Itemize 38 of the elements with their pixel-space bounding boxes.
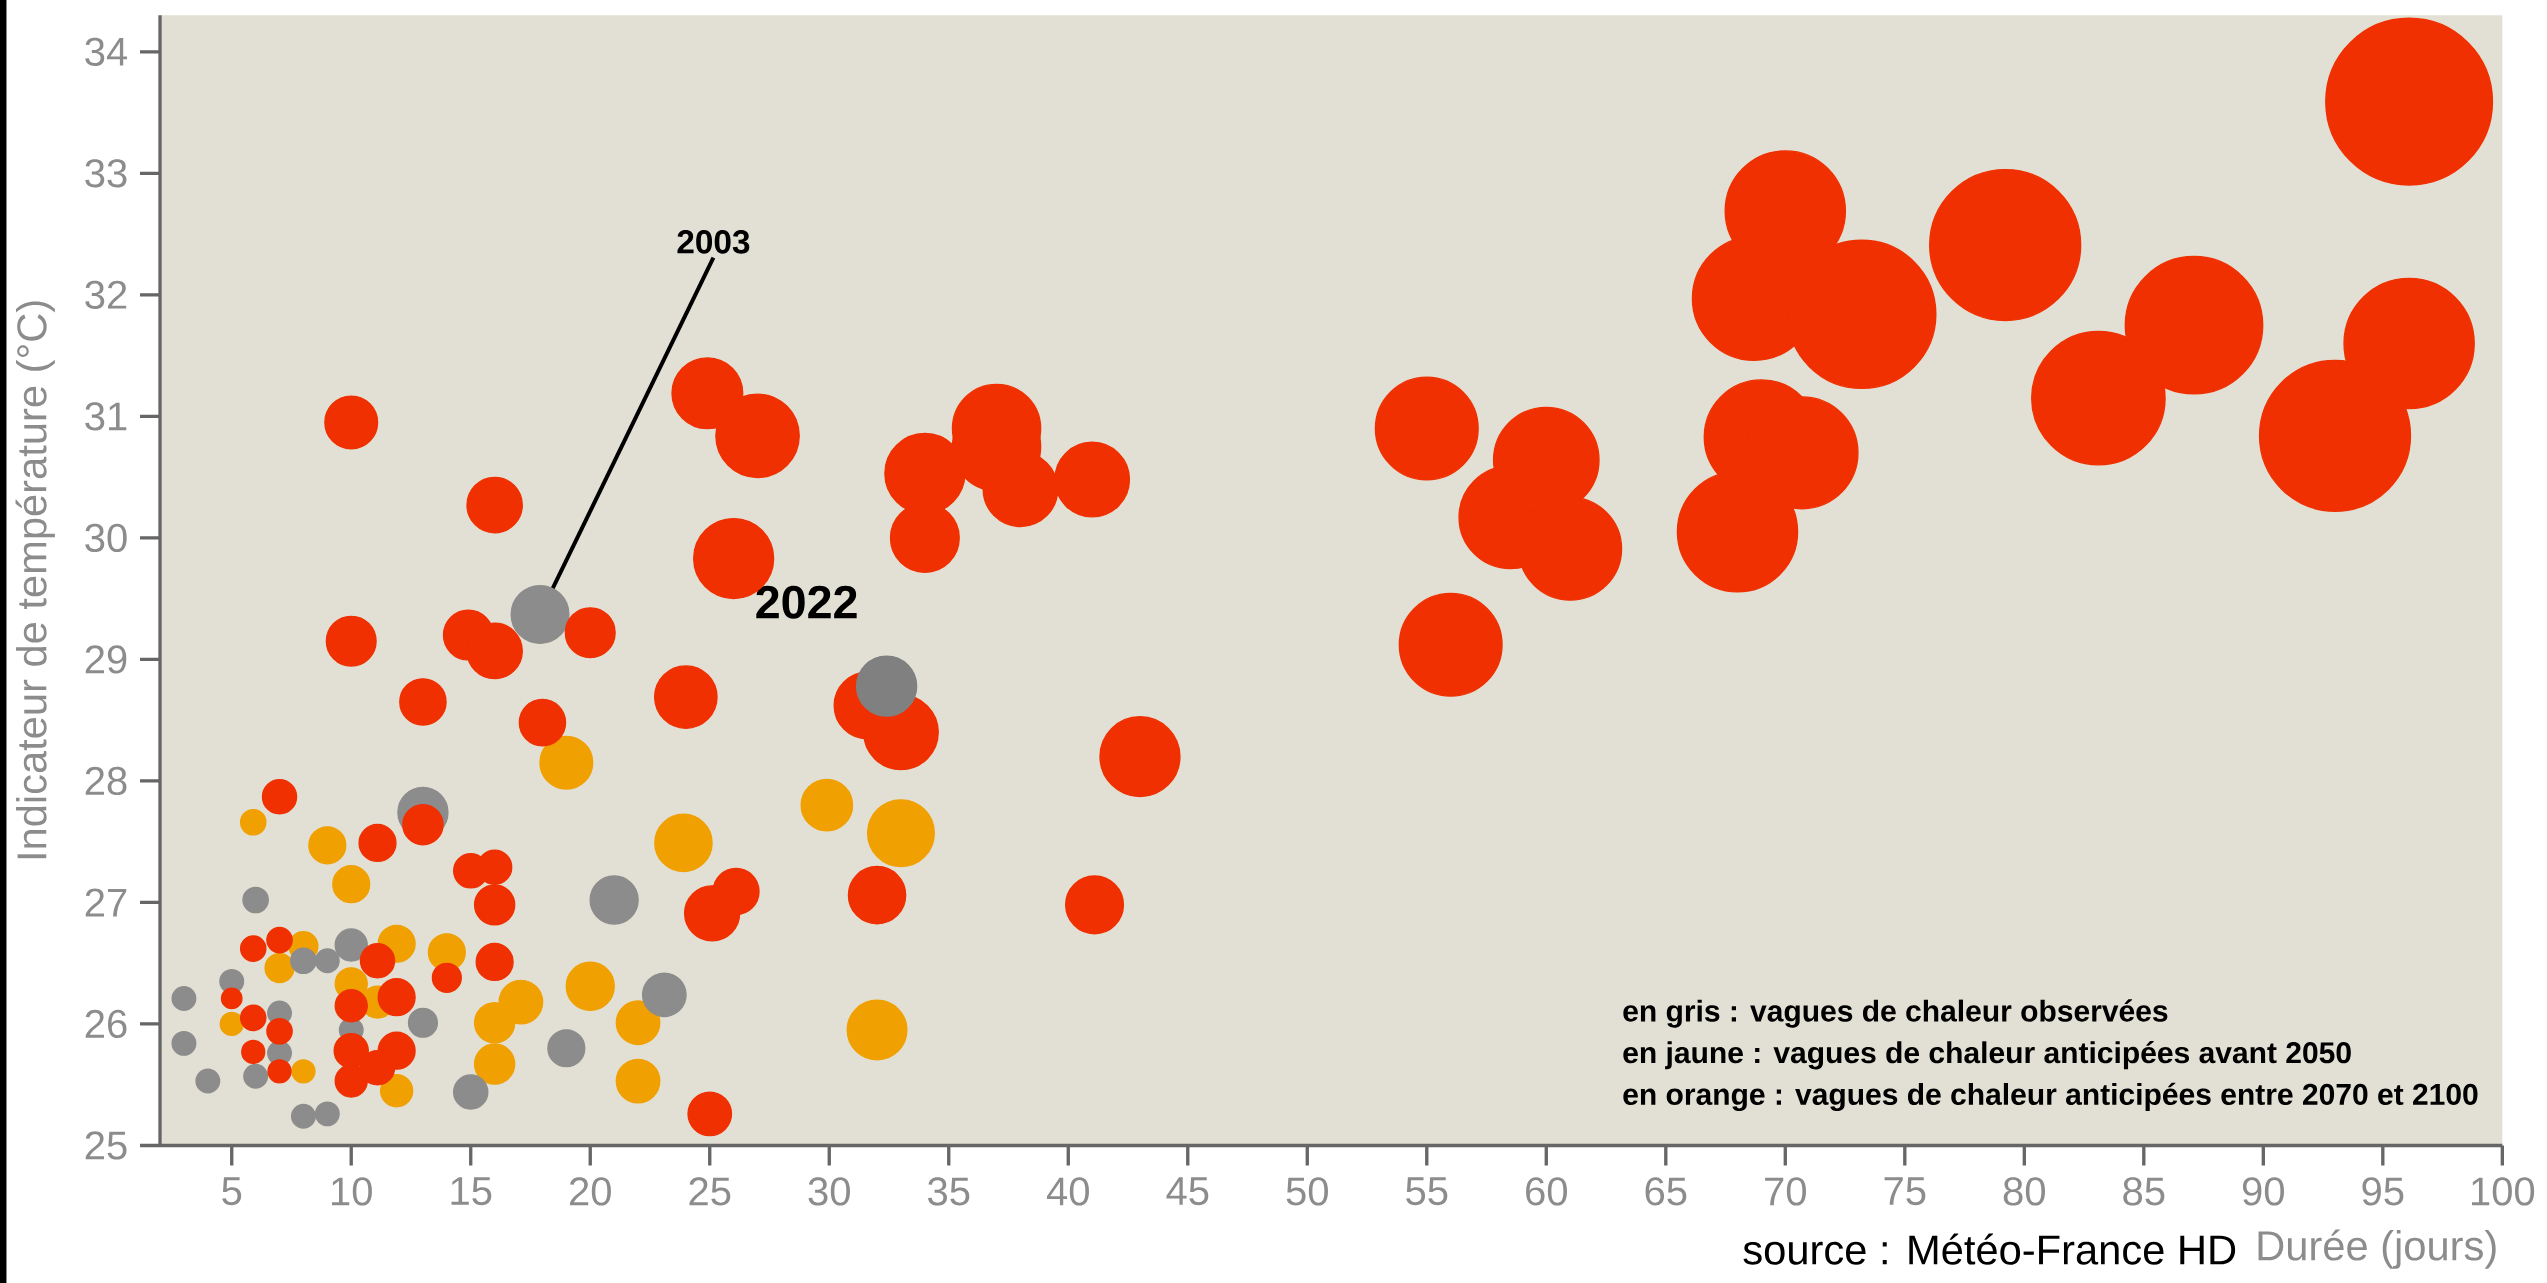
y-axis-title: Indicateur de température (°C) [15, 301, 55, 858]
y-tick-label: 34 [85, 37, 128, 66]
y-tick-label: 28 [85, 766, 127, 795]
x-tick-label: 50 [1286, 1177, 1328, 1206]
x-tick-label: 25 [689, 1177, 731, 1206]
x-tick-label: 95 [2362, 1177, 2404, 1206]
x-tick-label: 45 [1166, 1177, 1209, 1205]
x-tick-label: 85 [2123, 1177, 2165, 1206]
annotation: en orange : vagues de chaleur anticipées entre 2070 et 2100 [1623, 1082, 2478, 1111]
source-note: source : Météo-France HD [1743, 1233, 2236, 1265]
x-tick-label: 70 [1765, 1177, 1806, 1206]
x-tick-label: 80 [2003, 1177, 2045, 1206]
y-tick-label: 26 [85, 1009, 127, 1038]
x-tick-label: 40 [1046, 1177, 1089, 1206]
y-tick-label: 33 [85, 158, 127, 188]
annotation: en gris : vagues de chaleur observées [1623, 999, 2168, 1028]
y-tick-label: 31 [85, 401, 127, 431]
x-tick-label: 20 [569, 1177, 611, 1206]
y-tick-label: 30 [85, 523, 127, 552]
annotation: 2003 [677, 229, 750, 254]
y-tick-label: 32 [85, 280, 127, 309]
x-tick-label: 5 [222, 1177, 242, 1205]
x-axis-title: Durée (jours) [2258, 1229, 2496, 1269]
x-tick-label: 35 [928, 1177, 970, 1206]
x-tick-label: 55 [1406, 1177, 1448, 1205]
y-tick-label: 29 [85, 645, 127, 674]
annotation: 2022 [756, 585, 857, 619]
y-tick-label: 25 [85, 1131, 127, 1160]
annotation: en jaune : vagues de chaleur anticipées avant 2050 [1623, 1040, 2351, 1070]
x-tick-label: 15 [451, 1177, 492, 1205]
x-tick-label: 30 [808, 1177, 850, 1206]
x-tick-label: 65 [1645, 1177, 1687, 1206]
x-tick-label: 75 [1884, 1177, 1926, 1205]
y-tick-label: 27 [85, 888, 127, 917]
x-tick-label: 10 [332, 1177, 372, 1206]
x-tick-label: 90 [2242, 1177, 2285, 1206]
x-tick-label: 100 [2471, 1177, 2535, 1206]
x-tick-label: 60 [1526, 1177, 1567, 1206]
